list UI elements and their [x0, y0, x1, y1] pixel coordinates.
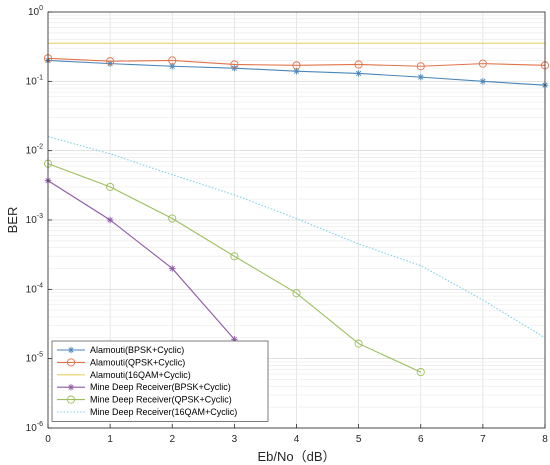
y-tick-label: 10-5	[26, 352, 43, 365]
x-tick-label: 0	[45, 434, 51, 445]
x-tick-label: 1	[107, 434, 113, 445]
x-tick-labels: 0 1 2 3 4 5 6 7 8	[45, 424, 548, 445]
legend-label: Mine Deep Receiver(QPSK+Cyclic)	[90, 395, 232, 405]
legend-label: Mine Deep Receiver(BPSK+Cyclic)	[90, 382, 231, 392]
legend-label: Alamouti(QPSK+Cyclic)	[90, 357, 185, 367]
legend-item: Mine Deep Receiver(BPSK+Cyclic)	[57, 382, 231, 392]
x-axis-label: Eb/No（dB）	[257, 449, 335, 464]
circle-marker	[168, 214, 177, 223]
series-5	[43, 159, 425, 377]
legend: Alamouti(BPSK+Cyclic) Alamouti(QPSK+Cycli…	[51, 340, 269, 422]
legend-item: Mine Deep Receiver(QPSK+Cyclic)	[57, 395, 232, 405]
circle-marker	[292, 61, 301, 70]
x-tick-label: 7	[480, 434, 486, 445]
y-axis-label: BER	[5, 207, 20, 234]
circle-marker	[416, 368, 425, 377]
series-line	[47, 57, 546, 67]
asterisk-marker	[479, 78, 487, 85]
legend-item: Alamouti(QPSK+Cyclic)	[57, 357, 185, 367]
y-tick-labels: 10-6 10-5 10-4 10-3 10-2 10-1 100	[26, 5, 52, 434]
x-tick-label: 2	[169, 434, 175, 445]
asterisk-marker	[168, 265, 176, 272]
x-tick-label: 6	[418, 434, 424, 445]
legend-item: Alamouti(BPSK+Cyclic)	[57, 345, 184, 355]
legend-box	[51, 340, 269, 422]
circle-marker	[292, 289, 301, 298]
y-tick-label: 10-3	[26, 213, 43, 226]
x-tick-label: 8	[542, 434, 548, 445]
legend-item: Alamouti(16QAM+Cyclic)	[57, 370, 191, 380]
circle-marker	[354, 339, 363, 348]
legend-item: Mine Deep Receiver(16QAM+Cyclic)	[57, 407, 237, 417]
circle-marker	[230, 60, 239, 69]
series-layer	[43, 42, 550, 377]
y-tick-label: 10-2	[26, 144, 43, 157]
series-6	[47, 135, 546, 339]
y-tick-label: 100	[28, 5, 43, 18]
circle-marker	[416, 62, 425, 71]
asterisk-marker	[67, 383, 75, 391]
circle-marker	[66, 358, 76, 367]
asterisk-marker	[417, 73, 425, 81]
series-line	[47, 163, 421, 373]
circle-marker	[106, 57, 115, 66]
x-tick-label: 4	[294, 434, 300, 445]
y-tick-label: 10-4	[26, 282, 43, 295]
x-tick-label: 5	[356, 434, 362, 445]
circle-marker	[354, 60, 363, 69]
circle-marker	[66, 395, 76, 404]
legend-label: Alamouti(16QAM+Cyclic)	[90, 370, 191, 380]
grid-lines	[47, 12, 546, 429]
x-tick-label: 3	[232, 434, 238, 445]
y-tick-label: 10-6	[26, 421, 43, 434]
circle-marker	[106, 182, 115, 191]
asterisk-marker	[67, 346, 75, 354]
circle-marker	[168, 56, 177, 65]
asterisk-marker	[355, 70, 362, 77]
legend-label: Mine Deep Receiver(16QAM+Cyclic)	[90, 407, 237, 417]
y-tick-label: 10-1	[26, 74, 43, 87]
series-line	[47, 135, 546, 339]
asterisk-marker	[106, 216, 114, 224]
series-line	[47, 180, 235, 340]
circle-marker	[230, 252, 239, 261]
circle-marker	[478, 59, 487, 68]
legend-label: Alamouti(BPSK+Cyclic)	[90, 345, 184, 355]
